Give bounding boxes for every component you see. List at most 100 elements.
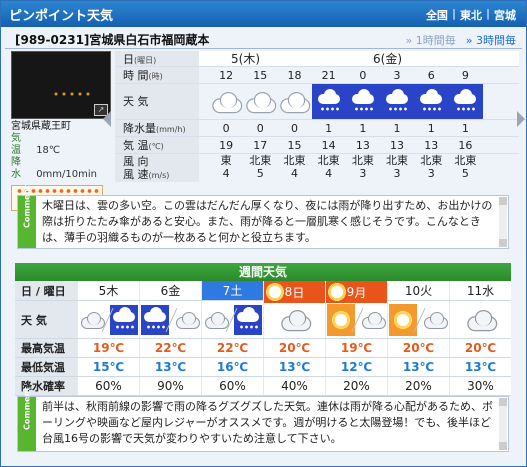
rain-cloud-shape xyxy=(452,88,478,104)
wind-speed: 4 xyxy=(290,167,298,180)
precip-cell: 1 xyxy=(393,122,401,135)
tab-3-hour[interactable]: » 3時間毎 xyxy=(465,34,516,47)
weekly-date: 9 xyxy=(346,285,355,299)
wind-speed: 5 xyxy=(256,167,264,180)
weather-cell xyxy=(345,84,380,119)
time-row: 時 間(時) 12 15 18 21 0 3 6 9 xyxy=(115,67,519,84)
weekly-high-cell: 20℃ xyxy=(387,339,449,357)
wind-direction: 北東 xyxy=(420,154,443,167)
wind-speed: 4 xyxy=(222,167,230,180)
rain-drops xyxy=(115,323,135,330)
weekly-pop-cell: 40% xyxy=(263,377,325,395)
nav-link-zenkoku[interactable]: 全国 xyxy=(425,9,448,22)
temp-cell: 13 xyxy=(424,139,439,152)
wind-speed: 4 xyxy=(325,167,333,180)
camera-city-lights xyxy=(52,92,92,96)
weather-icon-pair xyxy=(280,309,311,331)
wind-cell: 北東 3 xyxy=(414,154,448,182)
precip-cell: 1 xyxy=(325,122,333,135)
precip-cell: 0 xyxy=(222,122,230,135)
nav-link-tohoku[interactable]: 東北 xyxy=(459,9,482,22)
temp-cell: 14 xyxy=(321,139,336,152)
weather-cell xyxy=(277,84,311,119)
weekly-day-cell: 6 金 xyxy=(139,281,201,300)
rain-drops xyxy=(353,105,374,112)
weekly-dow: 月 xyxy=(354,285,367,300)
wind-speed: 3 xyxy=(427,167,435,180)
wind-direction: 東 xyxy=(220,154,232,167)
prev-arrow-icon[interactable] xyxy=(103,111,111,127)
temp-label: 気 温 xyxy=(11,133,21,156)
next-arrow-icon[interactable] xyxy=(517,111,525,127)
location-bar: [989-0231]宮城県白石市福岡蔵本 » 1時間毎 » 3時間毎 xyxy=(5,29,522,49)
cloud-icon xyxy=(464,309,497,331)
cloud-icon xyxy=(174,311,200,329)
temp-cell: 17 xyxy=(253,139,268,152)
rain-drops xyxy=(239,323,259,330)
weekly-pop-row: 降水確率 60% 90% 60% 40% 20% 20% 30% xyxy=(15,377,511,396)
weekly-weather-cell xyxy=(201,301,263,338)
time-cell: 12 xyxy=(219,69,234,82)
rain-icon xyxy=(316,88,342,114)
tab-1-hour[interactable]: » 1時間毎 xyxy=(405,34,456,47)
sun-icon xyxy=(392,308,414,331)
daily-comment-box: Comment 木曜日は、雲の多い空。この雲はだんだん厚くなり、夜には雨が降り出… xyxy=(17,185,509,249)
weekly-date: 10 xyxy=(404,283,421,298)
cloud-icon xyxy=(422,311,448,329)
interval-tabs: » 1時間毎 » 3時間毎 xyxy=(406,32,516,48)
weekly-pop-cell: 90% xyxy=(139,377,201,395)
weekly-pop-cell: 20% xyxy=(325,377,387,395)
comment-tag: Comment xyxy=(18,387,36,451)
location-name: [989-0231]宮城県白石市福岡蔵本 xyxy=(15,33,210,47)
weekly-dow: 土 xyxy=(230,284,243,298)
rain-icon xyxy=(111,306,137,332)
weekly-dow: 金 xyxy=(168,284,181,298)
sun-icon xyxy=(330,308,352,331)
wind-direction: 北東 xyxy=(317,154,340,167)
weekly-low-row: 最低気温 15℃ 13℃ 16℃ 13℃ 12℃ 13℃ 13℃ xyxy=(15,358,511,377)
weekly-day-cell: 7 土 xyxy=(201,281,263,300)
wind-speed: 3 xyxy=(359,167,367,180)
day-label: 5(木) xyxy=(231,52,260,66)
cloud-icon xyxy=(79,311,105,329)
weather-icon-pair xyxy=(79,304,138,335)
comment-scrollbar[interactable] xyxy=(499,197,507,247)
temp-value: 18℃ xyxy=(36,145,61,156)
time-cell: 9 xyxy=(461,69,469,82)
weekly-high-cell: 19℃ xyxy=(325,339,387,357)
wind-cell: 北東 3 xyxy=(380,154,414,182)
rain-drops xyxy=(388,105,409,112)
rain-drops xyxy=(146,323,166,330)
weather-icon-pair xyxy=(466,309,497,331)
temp-cell: 15 xyxy=(287,139,302,152)
rain-icon xyxy=(235,306,261,332)
nav-link-miyagi[interactable]: 宮城 xyxy=(494,9,516,22)
weekly-low-cell: 15℃ xyxy=(77,358,139,376)
weekly-day-cell: 10 火 xyxy=(387,281,449,300)
weekly-title: 週間天気 xyxy=(15,263,511,281)
live-camera-thumbnail[interactable]: ↗ xyxy=(11,51,111,119)
weather-cell xyxy=(311,84,346,119)
weekly-weather-cell xyxy=(139,301,201,338)
sun-box xyxy=(389,303,417,336)
wind-speed: 3 xyxy=(393,167,401,180)
weekly-low-cell: 13℃ xyxy=(449,358,511,376)
rain-icon xyxy=(418,88,444,114)
temp-cell: 13 xyxy=(355,139,370,152)
weather-icon-pair xyxy=(203,304,262,335)
comment-scrollbar[interactable] xyxy=(499,398,507,450)
weekly-low-cell: 13℃ xyxy=(139,358,201,376)
weekly-day-cell: 9 月 xyxy=(325,281,387,303)
weather-cell xyxy=(379,84,415,119)
rain-box xyxy=(141,304,169,335)
cloud-icon xyxy=(203,311,229,329)
rain-box xyxy=(234,304,262,335)
cloud-icon xyxy=(210,91,243,113)
temp-row: 気 温(℃) 19 17 15 14 13 13 13 16 xyxy=(115,137,519,154)
weekly-low-cell: 12℃ xyxy=(325,358,387,376)
precip-cell: 1 xyxy=(461,122,469,135)
wind-direction: 北東 xyxy=(283,154,306,167)
